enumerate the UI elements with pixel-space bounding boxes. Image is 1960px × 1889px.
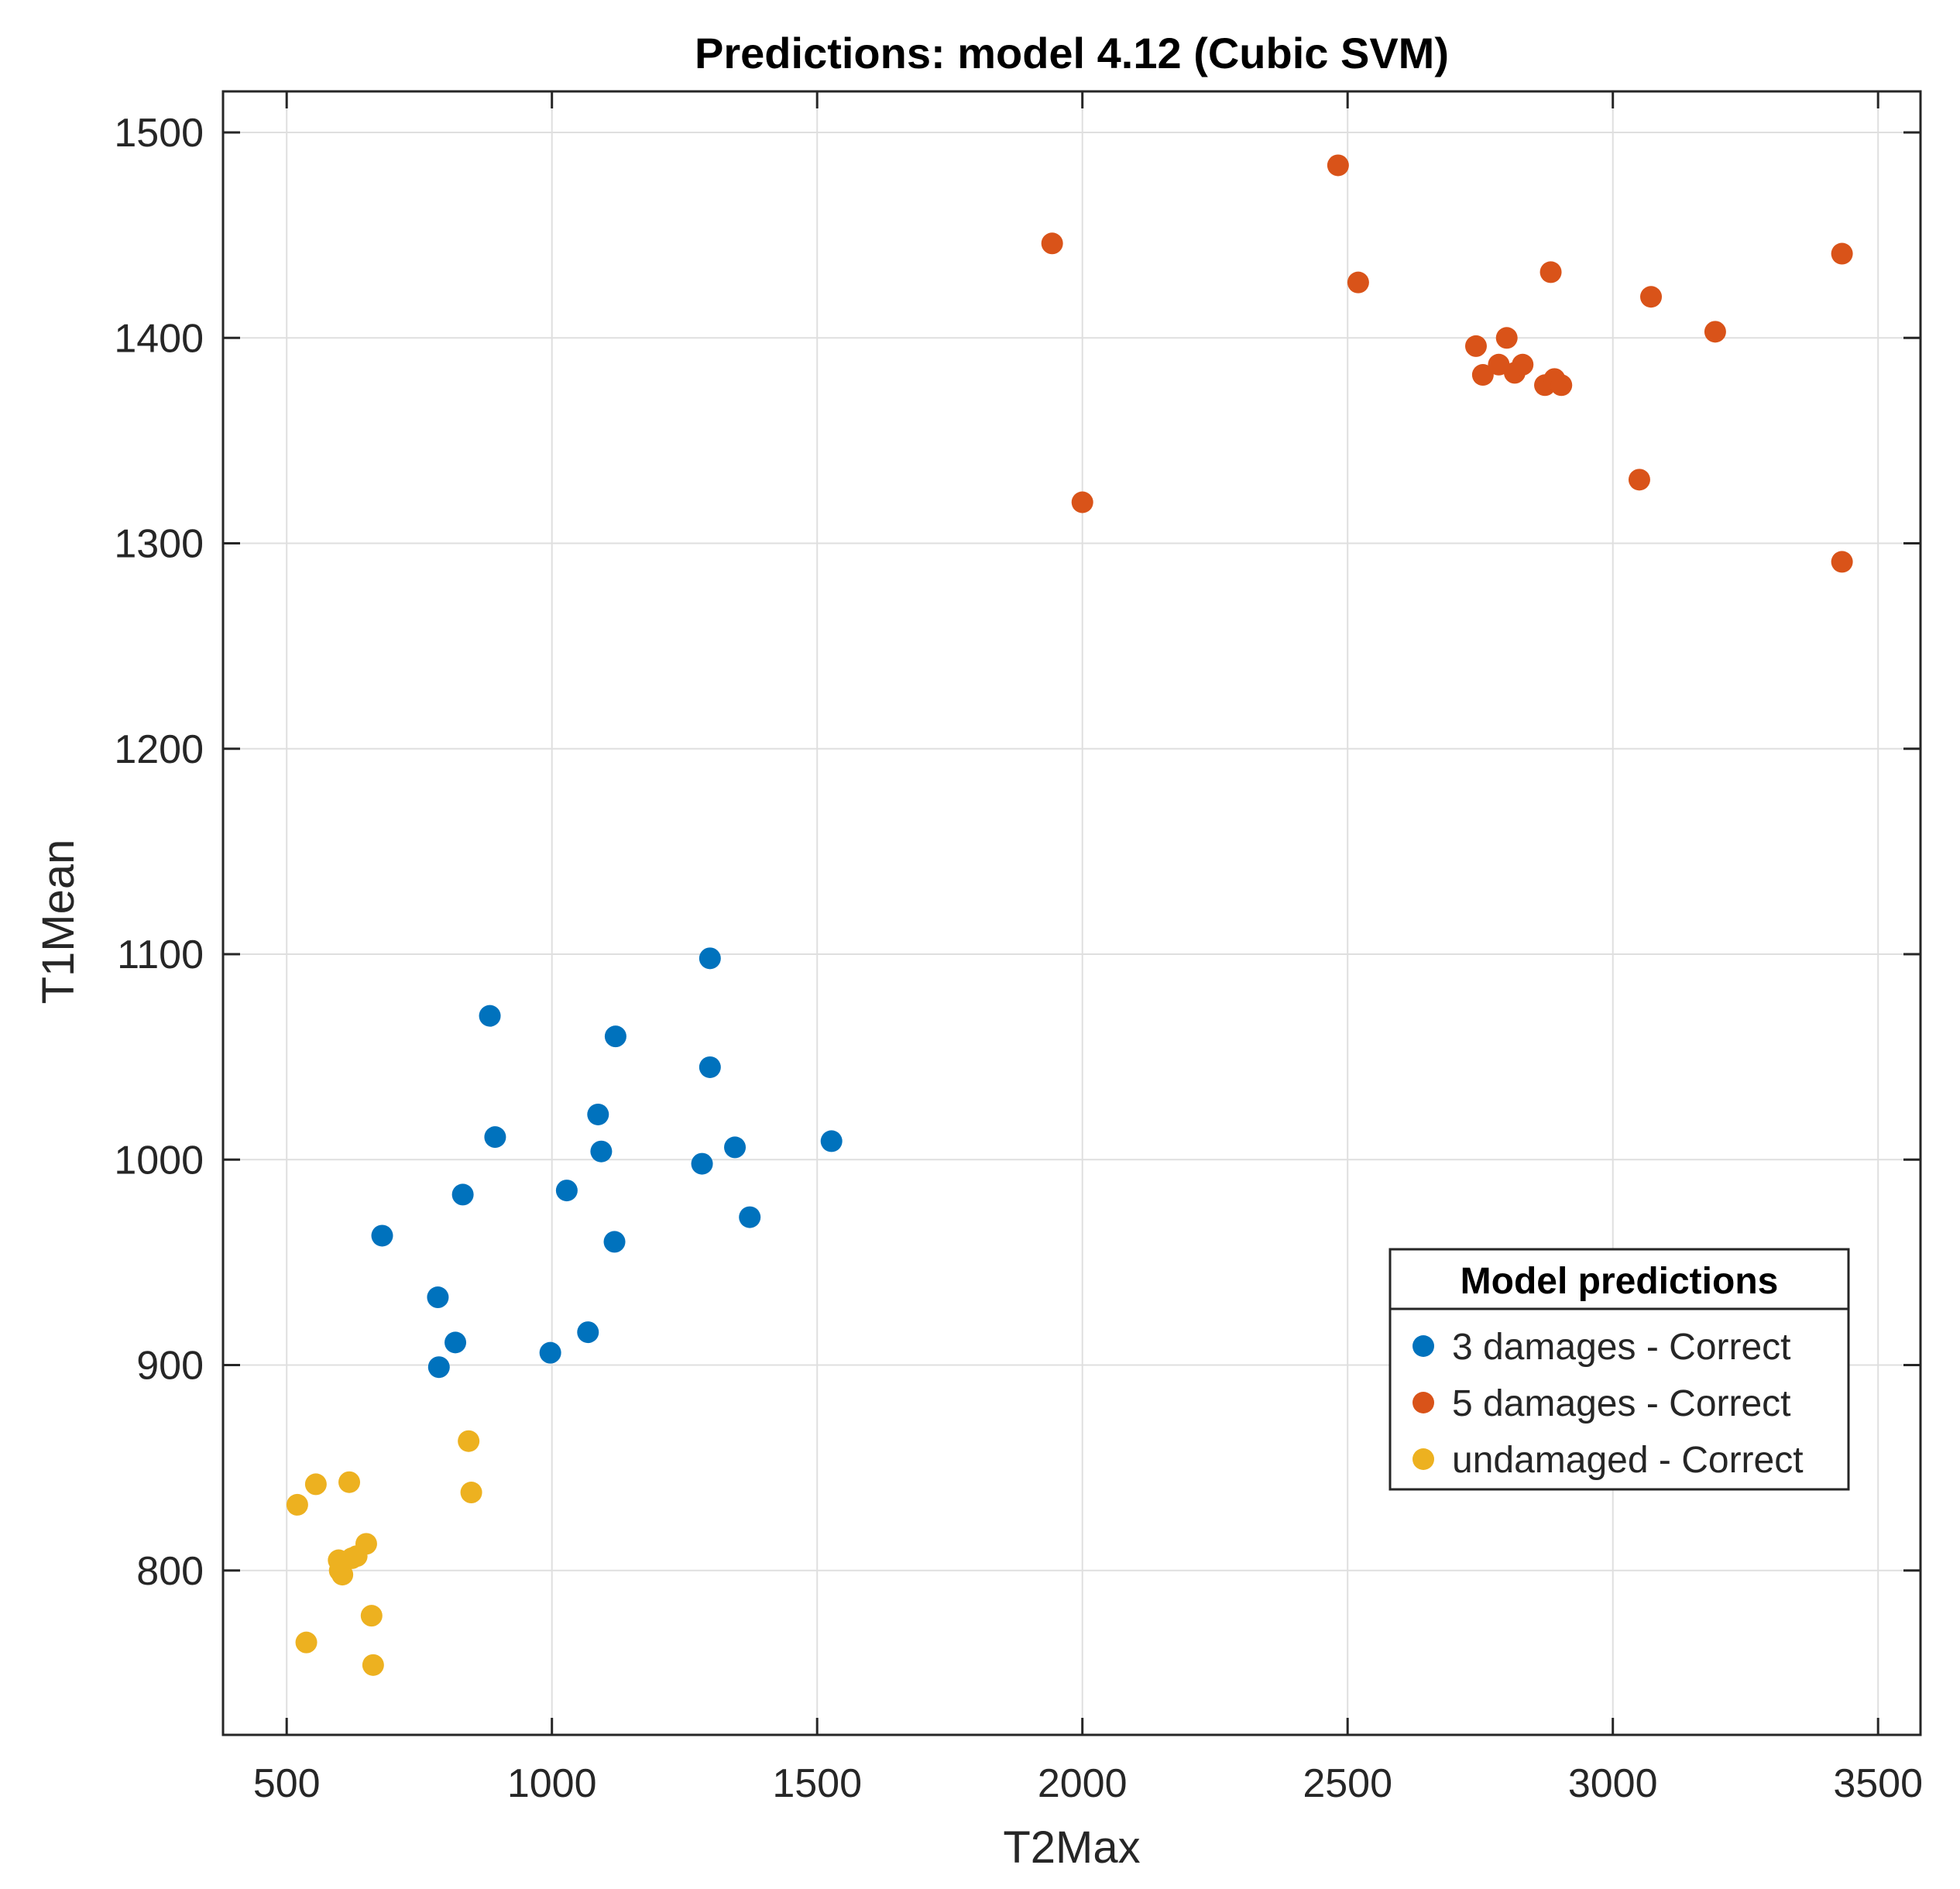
legend-label: undamaged - Correct bbox=[1452, 1440, 1804, 1481]
legend-entries: 3 damages - Correct 5 damages - Correct un… bbox=[1413, 1327, 1804, 1481]
x-tick-labels: 500 1000 1500 2000 2500 3000 3500 bbox=[253, 1761, 1923, 1806]
data-point bbox=[590, 1140, 613, 1163]
data-point bbox=[360, 1605, 383, 1627]
series-2-points bbox=[1041, 154, 1853, 573]
data-point bbox=[1471, 364, 1494, 386]
data-point bbox=[555, 1180, 578, 1202]
data-point bbox=[362, 1654, 384, 1676]
data-point bbox=[1488, 353, 1510, 376]
x-tick-label: 1000 bbox=[507, 1761, 597, 1806]
data-point bbox=[1704, 321, 1726, 343]
y-tick-label: 1500 bbox=[114, 111, 204, 156]
legend-box bbox=[1388, 1248, 1850, 1491]
data-point bbox=[604, 1025, 626, 1048]
y-tick-label: 800 bbox=[136, 1549, 204, 1594]
data-point bbox=[479, 1005, 501, 1027]
data-point bbox=[1327, 154, 1349, 177]
y-tick-label: 1200 bbox=[114, 727, 204, 772]
data-point bbox=[1540, 261, 1562, 283]
x-tick-label: 3500 bbox=[1833, 1761, 1923, 1806]
x-tick-label: 2000 bbox=[1038, 1761, 1128, 1806]
legend-marker bbox=[1413, 1335, 1434, 1357]
data-point bbox=[699, 1056, 721, 1078]
x-tick-label: 1500 bbox=[772, 1761, 862, 1806]
data-point bbox=[484, 1126, 506, 1149]
data-point bbox=[355, 1533, 377, 1555]
grid-lines bbox=[223, 91, 1921, 1735]
x-tick-label: 3000 bbox=[1568, 1761, 1658, 1806]
data-point bbox=[699, 947, 721, 970]
x-tick-label: 500 bbox=[253, 1761, 321, 1806]
chart-title: Predictions: model 4.12 (Cubic SVM) bbox=[695, 29, 1449, 77]
data-point bbox=[445, 1331, 467, 1354]
data-point bbox=[577, 1321, 599, 1344]
data-point bbox=[304, 1473, 327, 1496]
legend-marker bbox=[1413, 1392, 1434, 1413]
data-point bbox=[371, 1224, 393, 1247]
y-tick-labels: 800 900 1000 1100 1200 1300 1400 1500 bbox=[114, 111, 204, 1594]
data-point bbox=[1071, 491, 1093, 513]
data-point bbox=[1628, 469, 1650, 491]
legend-title: Model predictions bbox=[1461, 1261, 1779, 1302]
legend-label: 5 damages - Correct bbox=[1452, 1383, 1791, 1424]
data-point bbox=[451, 1183, 474, 1206]
y-tick-label: 1100 bbox=[117, 932, 204, 977]
legend: Model predictions 3 damages - Correct 5 d… bbox=[1388, 1248, 1850, 1491]
data-point bbox=[1831, 242, 1853, 265]
data-point bbox=[295, 1631, 318, 1654]
data-point bbox=[820, 1130, 843, 1152]
data-point bbox=[724, 1136, 747, 1159]
data-point bbox=[739, 1206, 761, 1228]
data-point bbox=[1495, 327, 1518, 349]
data-point bbox=[587, 1103, 609, 1125]
legend-marker bbox=[1413, 1448, 1434, 1470]
legend-label: 3 damages - Correct bbox=[1452, 1327, 1791, 1368]
data-point bbox=[458, 1430, 480, 1452]
y-tick-label: 1000 bbox=[114, 1138, 204, 1183]
x-tick-label: 2500 bbox=[1303, 1761, 1392, 1806]
data-point bbox=[338, 1471, 361, 1493]
y-tick-label: 1300 bbox=[114, 522, 204, 567]
data-point bbox=[1464, 335, 1487, 357]
x-axis-title: T2Max bbox=[1003, 1822, 1140, 1873]
y-axis-title: T1Mean bbox=[33, 840, 84, 1005]
data-point bbox=[1347, 271, 1369, 294]
data-points bbox=[286, 154, 1853, 1676]
data-point bbox=[460, 1482, 482, 1504]
data-point bbox=[1041, 232, 1063, 255]
data-point bbox=[1831, 551, 1853, 573]
series-3-points bbox=[286, 1430, 482, 1676]
data-point bbox=[539, 1341, 561, 1364]
axis-ticks bbox=[223, 91, 1921, 1735]
data-point bbox=[427, 1356, 450, 1379]
plot-area-frame bbox=[221, 90, 1922, 1736]
y-tick-label: 900 bbox=[136, 1344, 204, 1389]
data-point bbox=[1550, 374, 1573, 397]
series-1-points bbox=[371, 947, 843, 1379]
data-point bbox=[1512, 353, 1534, 376]
y-tick-label: 1400 bbox=[114, 316, 204, 361]
data-point bbox=[427, 1286, 449, 1309]
data-point bbox=[691, 1152, 713, 1175]
data-point bbox=[1640, 286, 1663, 308]
data-point bbox=[331, 1564, 354, 1586]
data-point bbox=[286, 1493, 308, 1516]
data-point bbox=[603, 1231, 626, 1253]
